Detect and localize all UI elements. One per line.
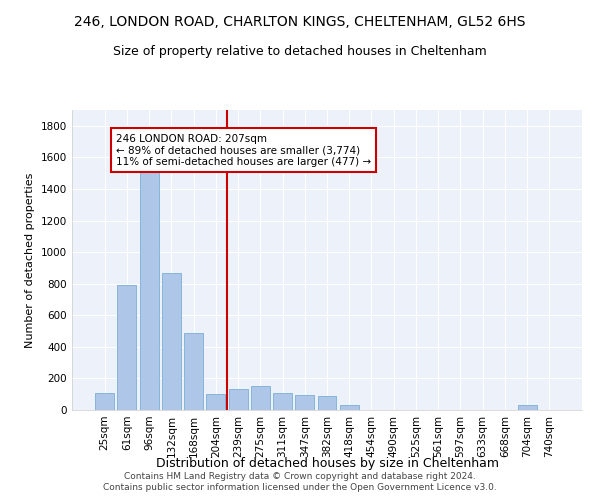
Bar — [95, 392, 114, 410]
Bar — [317, 396, 337, 410]
Bar — [518, 406, 536, 410]
Bar — [140, 168, 158, 410]
Text: Contains HM Land Registry data © Crown copyright and database right 2024.: Contains HM Land Registry data © Crown c… — [124, 472, 476, 481]
Text: Distribution of detached houses by size in Cheltenham: Distribution of detached houses by size … — [155, 458, 499, 470]
Y-axis label: Number of detached properties: Number of detached properties — [25, 172, 35, 348]
Bar — [118, 286, 136, 410]
Bar — [206, 394, 225, 410]
Bar — [184, 332, 203, 410]
Bar — [273, 392, 292, 410]
Text: 246, LONDON ROAD, CHARLTON KINGS, CHELTENHAM, GL52 6HS: 246, LONDON ROAD, CHARLTON KINGS, CHELTE… — [74, 15, 526, 29]
Bar — [295, 395, 314, 410]
Text: Size of property relative to detached houses in Cheltenham: Size of property relative to detached ho… — [113, 45, 487, 58]
Bar — [162, 272, 181, 410]
Text: 246 LONDON ROAD: 207sqm
← 89% of detached houses are smaller (3,774)
11% of semi: 246 LONDON ROAD: 207sqm ← 89% of detache… — [116, 134, 371, 167]
Text: Contains public sector information licensed under the Open Government Licence v3: Contains public sector information licen… — [103, 484, 497, 492]
Bar — [229, 388, 248, 410]
Bar — [340, 406, 359, 410]
Bar — [251, 386, 270, 410]
